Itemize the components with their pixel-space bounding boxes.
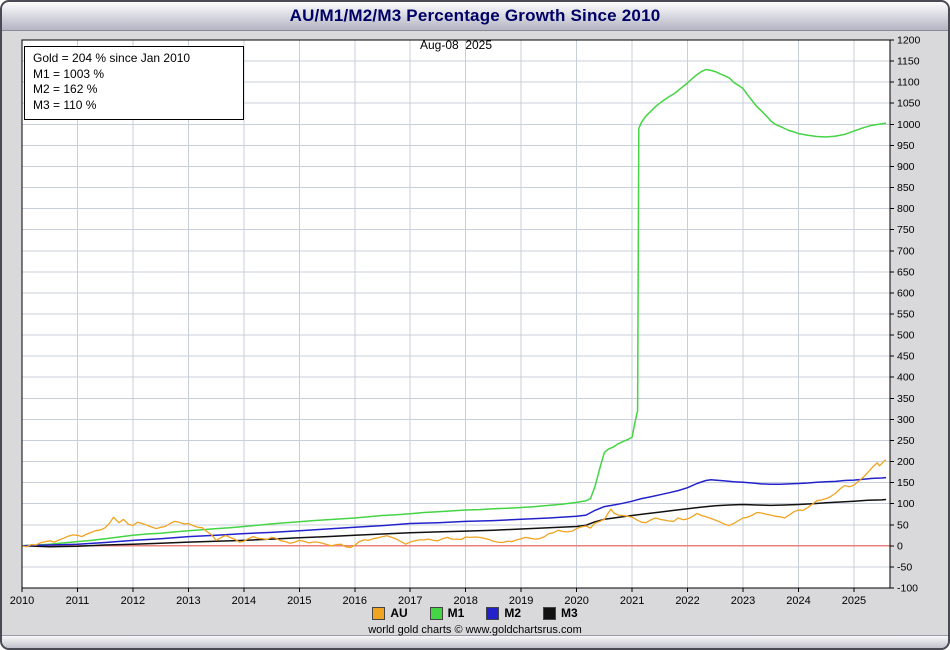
legend-item-m3: M3 [543, 606, 578, 620]
legend-row: AU M1 M2 M3 [2, 606, 948, 620]
y-tick-label: 450 [897, 351, 915, 363]
y-tick-label: 550 [897, 309, 915, 321]
legend-item-m2: M2 [486, 606, 521, 620]
y-tick-label: 600 [897, 287, 915, 299]
info-line-m2: M2 = 162 % [33, 82, 98, 96]
y-tick-label: 1100 [897, 77, 920, 89]
series-m3 [21, 498, 887, 548]
info-line-m1: M1 = 1003 % [33, 66, 105, 81]
chart-svg: -100 -50 0 50 100 150 200 250 300 350 400 450 500 550… [10, 35, 921, 608]
x-tick-label: 2014 [232, 595, 256, 607]
x-tick-label: 2010 [10, 595, 34, 607]
y-tick-label: 750 [897, 224, 915, 236]
x-tick-label: 2017 [398, 595, 422, 607]
x-tick-label: 2018 [453, 595, 477, 607]
series-line-m2 [21, 476, 887, 547]
y-tick-label: 50 [897, 519, 909, 531]
legend-swatch-m2 [486, 606, 500, 620]
x-tick-label: 2019 [509, 595, 533, 607]
y-tick-label: 150 [897, 477, 915, 489]
legend-swatch-m1 [429, 606, 443, 620]
y-tick-label: 650 [897, 266, 915, 278]
x-axis: 2010 2011 2012 2013 2014 2015 2016 2017 2018 2019… [10, 588, 866, 607]
legend-swatch-m3 [543, 606, 556, 620]
x-tick-label: 2020 [564, 595, 588, 607]
x-tick-label: 2011 [66, 595, 90, 607]
series-line-m1 [21, 68, 887, 547]
x-tick-label: 2012 [121, 595, 145, 607]
legend-label-m1: M1 [447, 606, 465, 620]
y-tick-label: 250 [897, 435, 915, 447]
series-m1 [21, 68, 887, 547]
y-tick-label: 350 [897, 393, 915, 405]
info-line-gold: Gold = 204 % since Jan 2010 [33, 51, 191, 65]
footer-text: world gold charts © www.goldchartsrus.co… [368, 624, 582, 636]
y-tick-label: -100 [897, 583, 918, 595]
x-tick-label: 2016 [343, 595, 367, 607]
x-tick-label: 2015 [287, 595, 311, 607]
legend-item-au: AU [372, 606, 408, 620]
legend-swatch-au [372, 606, 386, 620]
series-m2 [21, 476, 887, 547]
legend-label-m3: M3 [561, 606, 578, 620]
y-tick-label: 900 [897, 161, 915, 173]
legend-label-m2: M2 [504, 606, 521, 620]
y-tick-label: 1150 [897, 56, 920, 68]
x-tick-label: 2013 [176, 595, 200, 607]
info-line-m3: M3 = 110 % [33, 97, 97, 112]
y-tick-label: 400 [897, 372, 915, 384]
y-tick-label: 0 [897, 540, 903, 552]
x-tick-label: 2025 [842, 595, 866, 607]
y-tick-label: 300 [897, 414, 915, 426]
y-tick-label: 1050 [897, 98, 921, 110]
y-tick-label: 800 [897, 203, 915, 215]
y-tick-label: 1200 [897, 35, 921, 47]
y-tick-label: 200 [897, 456, 915, 468]
y-tick-label: 700 [897, 245, 915, 257]
y-tick-label: -50 [897, 561, 912, 573]
series-line-m3 [21, 498, 887, 548]
gridlines [21, 39, 890, 589]
info-box: Gold = 204 % since Jan 2010 M1 = 1003 % … [24, 46, 244, 120]
x-tick-label: 2023 [731, 595, 755, 607]
y-tick-label: 1000 [897, 119, 921, 131]
chart-title: AU/M1/M2/M3 Percentage Growth Since 2010 [289, 6, 661, 25]
series-au [21, 459, 887, 549]
y-tick-label: 850 [897, 182, 915, 194]
x-tick-label: 2021 [620, 595, 644, 607]
legend-label-au: AU [390, 606, 408, 620]
legend-item-m1: M1 [429, 606, 465, 620]
x-tick-label: 2024 [786, 595, 810, 607]
chart-area: -100 -50 0 50 100 150 200 250 300 350 400 450 500 550… [8, 32, 942, 610]
y-axis: -100 -50 0 50 100 150 200 250 300 350 400 450 500 550… [890, 35, 921, 595]
y-tick-label: 100 [897, 498, 915, 510]
series-line-au [21, 459, 887, 549]
y-tick-label: 950 [897, 140, 915, 152]
y-tick-label: 500 [897, 330, 915, 342]
title-bar: AU/M1/M2/M3 Percentage Growth Since 2010 [2, 2, 948, 31]
x-tick-label: 2022 [675, 595, 699, 607]
bottom-bar [2, 635, 948, 648]
